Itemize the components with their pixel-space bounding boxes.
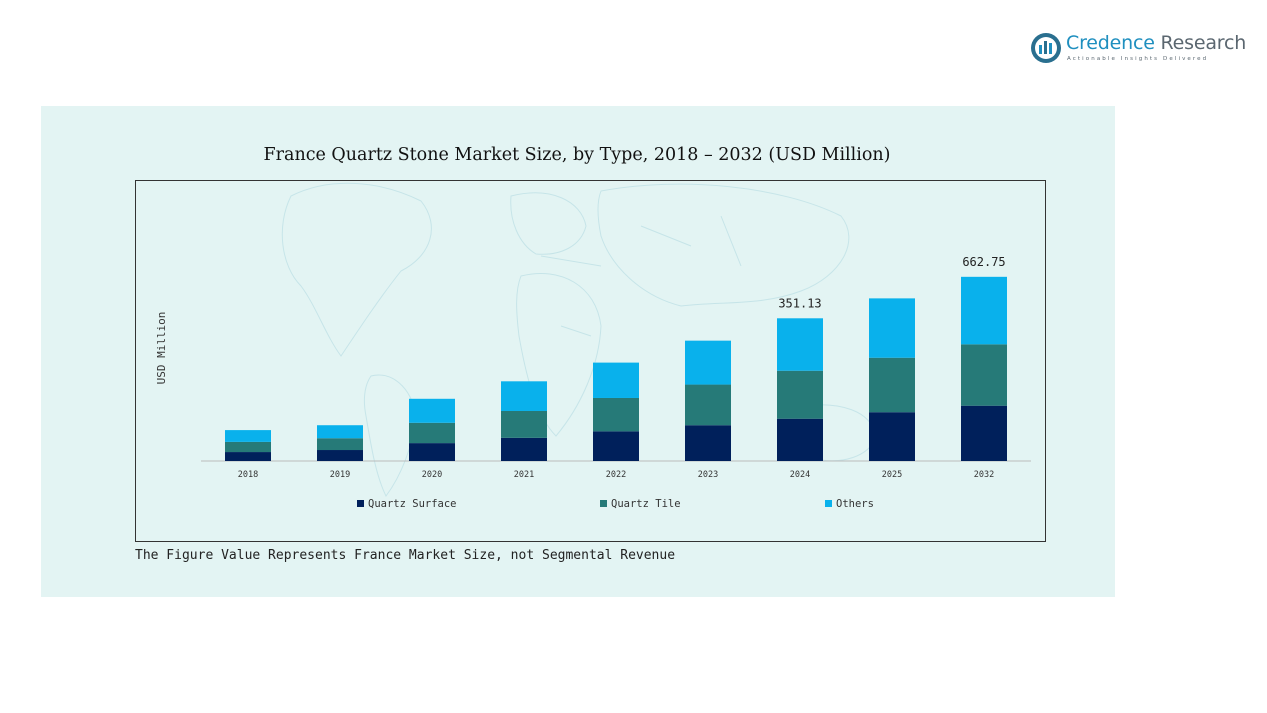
footnote: The Figure Value Represents France Marke… <box>135 548 676 563</box>
bars-layer <box>225 276 1007 461</box>
bar-others-2020 <box>409 398 455 423</box>
x-tick-label-2019: 2019 <box>330 470 350 480</box>
data-label-2024: 351.13 <box>778 296 821 310</box>
bar-quartz-surface-2019 <box>317 450 363 461</box>
bar-quartz-tile-2020 <box>409 422 455 444</box>
logo-tagline: Actionable Insights Delivered <box>1067 56 1209 62</box>
x-tick-label-2020: 2020 <box>422 470 442 480</box>
logo-name-part1: Credence <box>1066 32 1155 54</box>
world-map-watermark <box>281 182 877 497</box>
legend-swatch-quartz-surface <box>357 500 364 507</box>
data-label-2032: 662.75 <box>962 255 1005 269</box>
bar-quartz-surface-2025 <box>869 412 915 461</box>
bar-others-2022 <box>593 362 639 398</box>
bar-others-2025 <box>869 298 915 358</box>
legend-swatch-others <box>825 500 832 507</box>
bar-quartz-tile-2032 <box>961 344 1007 406</box>
bar-quartz-surface-2018 <box>225 452 271 461</box>
logo-name-part2: Research <box>1154 32 1247 54</box>
x-tick-label-2023: 2023 <box>698 470 718 480</box>
bar-others-2018 <box>225 430 271 442</box>
bar-quartz-tile-2019 <box>317 438 363 451</box>
bar-quartz-tile-2025 <box>869 357 915 413</box>
bar-quartz-surface-2020 <box>409 443 455 461</box>
bar-others-2024 <box>777 318 823 371</box>
legend-label-others: Others <box>836 498 874 510</box>
legend-swatch-quartz-tile <box>600 500 607 507</box>
y-axis-label: USD Million <box>155 312 168 385</box>
plot-frame <box>135 180 1046 542</box>
bar-quartz-tile-2021 <box>501 410 547 438</box>
bar-quartz-surface-2022 <box>593 431 639 461</box>
x-tick-label-2024: 2024 <box>790 470 810 480</box>
stacked-bar-chart: USD Million 2018 2019 2020 2021 2022 2023 2024… <box>155 255 1031 510</box>
bar-quartz-surface-2021 <box>501 437 547 461</box>
credence-research-logo: Credence Research Actionable Insights De… <box>1030 30 1246 70</box>
bar-others-2021 <box>501 381 547 411</box>
bar-others-2023 <box>685 340 731 385</box>
x-tick-labels: 2018 2019 2020 2021 2022 2023 2024 2025 2032 <box>238 470 994 480</box>
chart-title: France Quartz Stone Market Size, by Type… <box>263 145 891 165</box>
x-tick-label-2025: 2025 <box>882 470 902 480</box>
logo-name: Credence Research <box>1066 32 1246 54</box>
bar-quartz-surface-2024 <box>777 418 823 461</box>
x-tick-label-2032: 2032 <box>974 470 994 480</box>
bar-others-2032 <box>961 276 1007 345</box>
chart-panel: France Quartz Stone Market Size, by Type… <box>41 106 1115 597</box>
legend-label-quartz-tile: Quartz Tile <box>611 498 681 510</box>
x-tick-label-2022: 2022 <box>606 470 626 480</box>
legend-label-quartz-surface: Quartz Surface <box>368 498 457 510</box>
bar-quartz-tile-2023 <box>685 384 731 426</box>
bar-quartz-surface-2032 <box>961 405 1007 461</box>
bar-quartz-surface-2023 <box>685 425 731 461</box>
bar-quartz-tile-2018 <box>225 441 271 453</box>
x-tick-label-2021: 2021 <box>514 470 534 480</box>
legend: Quartz Surface Quartz Tile Others <box>357 498 874 510</box>
bar-others-2019 <box>317 425 363 439</box>
bar-quartz-tile-2024 <box>777 370 823 419</box>
bar-quartz-tile-2022 <box>593 397 639 432</box>
data-labels: 351.13 662.75 <box>778 255 1005 310</box>
logo-mark-icon <box>1031 33 1061 63</box>
x-tick-label-2018: 2018 <box>238 470 258 480</box>
